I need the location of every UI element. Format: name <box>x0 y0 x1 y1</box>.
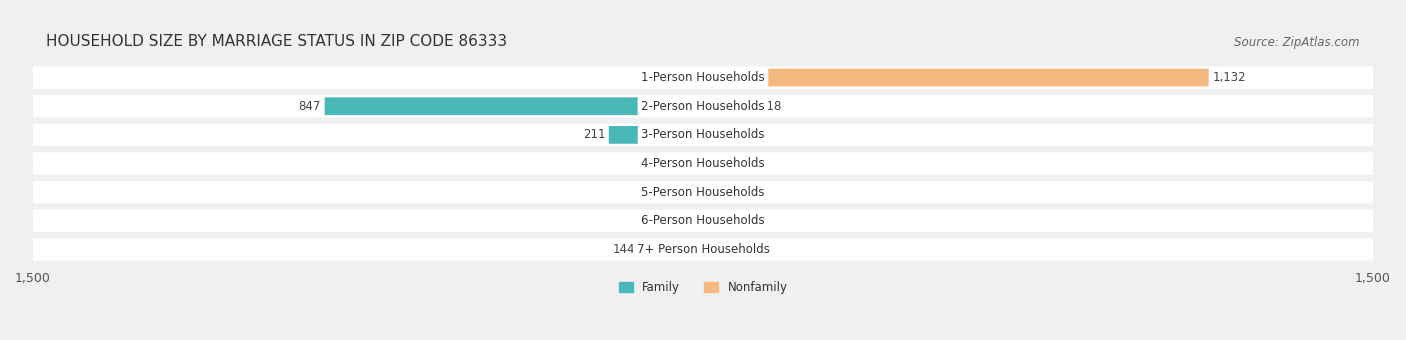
FancyBboxPatch shape <box>32 152 1374 175</box>
FancyBboxPatch shape <box>692 212 703 230</box>
Text: 5-Person Households: 5-Person Households <box>641 186 765 199</box>
FancyBboxPatch shape <box>32 95 1374 117</box>
Text: 7+ Person Households: 7+ Person Households <box>637 243 769 256</box>
Text: 2-Person Households: 2-Person Households <box>641 100 765 113</box>
FancyBboxPatch shape <box>32 124 1374 146</box>
FancyBboxPatch shape <box>32 181 1374 203</box>
Text: 80: 80 <box>650 186 664 199</box>
FancyBboxPatch shape <box>703 97 755 115</box>
FancyBboxPatch shape <box>703 183 714 201</box>
Text: Source: ZipAtlas.com: Source: ZipAtlas.com <box>1234 36 1360 49</box>
FancyBboxPatch shape <box>609 126 703 144</box>
FancyBboxPatch shape <box>638 241 703 258</box>
Text: 847: 847 <box>298 100 321 113</box>
Text: 24: 24 <box>673 215 689 227</box>
Text: 3-Person Households: 3-Person Households <box>641 129 765 141</box>
Text: 1,132: 1,132 <box>1212 71 1246 84</box>
Text: HOUSEHOLD SIZE BY MARRIAGE STATUS IN ZIP CODE 86333: HOUSEHOLD SIZE BY MARRIAGE STATUS IN ZIP… <box>46 34 508 49</box>
Text: 83: 83 <box>648 157 662 170</box>
Text: 24: 24 <box>717 186 733 199</box>
FancyBboxPatch shape <box>703 126 718 144</box>
FancyBboxPatch shape <box>32 66 1374 89</box>
Text: 144: 144 <box>613 243 636 256</box>
Text: 36: 36 <box>723 129 738 141</box>
Text: 6-Person Households: 6-Person Households <box>641 215 765 227</box>
FancyBboxPatch shape <box>703 69 1209 86</box>
FancyBboxPatch shape <box>32 238 1374 261</box>
FancyBboxPatch shape <box>668 183 703 201</box>
Text: 211: 211 <box>582 129 605 141</box>
Text: 118: 118 <box>759 100 782 113</box>
FancyBboxPatch shape <box>325 97 703 115</box>
Legend: Family, Nonfamily: Family, Nonfamily <box>614 276 792 299</box>
FancyBboxPatch shape <box>666 155 703 172</box>
FancyBboxPatch shape <box>32 210 1374 232</box>
Text: 4-Person Households: 4-Person Households <box>641 157 765 170</box>
Text: 1-Person Households: 1-Person Households <box>641 71 765 84</box>
